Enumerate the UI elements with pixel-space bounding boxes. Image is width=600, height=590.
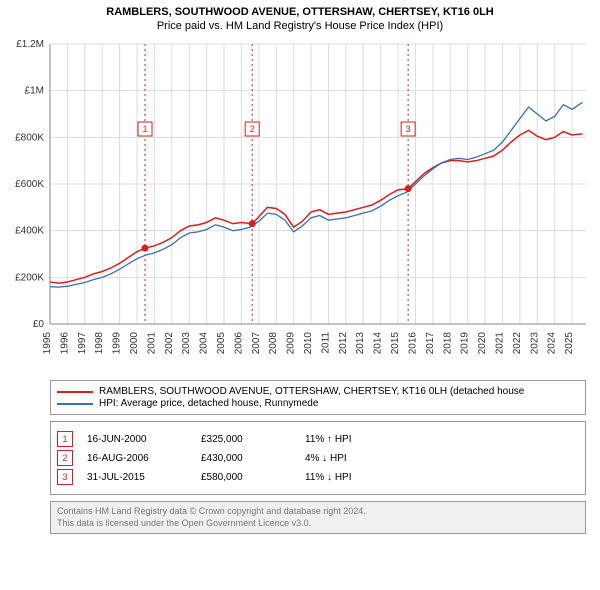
sale-hpi: 11% ↑ HPI bbox=[305, 434, 352, 445]
footer-line-2: This data is licensed under the Open Gov… bbox=[57, 518, 579, 530]
svg-text:2002: 2002 bbox=[164, 332, 175, 355]
svg-text:2010: 2010 bbox=[303, 332, 314, 355]
attribution-footer: Contains HM Land Registry data © Crown c… bbox=[50, 501, 586, 534]
svg-text:2005: 2005 bbox=[216, 332, 227, 355]
sale-price: £430,000 bbox=[201, 453, 291, 464]
svg-text:2008: 2008 bbox=[268, 332, 279, 355]
sale-row: 3 31-JUL-2015 £580,000 11% ↓ HPI bbox=[57, 469, 579, 485]
svg-text:2007: 2007 bbox=[251, 332, 262, 355]
svg-text:2001: 2001 bbox=[146, 332, 157, 355]
title-address: RAMBLERS, SOUTHWOOD AVENUE, OTTERSHAW, C… bbox=[8, 6, 592, 18]
legend-label: RAMBLERS, SOUTHWOOD AVENUE, OTTERSHAW, C… bbox=[99, 386, 524, 397]
svg-text:£800K: £800K bbox=[15, 132, 44, 143]
svg-text:£1M: £1M bbox=[25, 86, 44, 97]
svg-text:2024: 2024 bbox=[547, 332, 558, 355]
svg-text:£0: £0 bbox=[33, 319, 45, 330]
svg-text:2017: 2017 bbox=[425, 332, 436, 355]
svg-text:£1.2M: £1.2M bbox=[16, 39, 44, 50]
svg-text:2020: 2020 bbox=[477, 332, 488, 355]
title-subtitle: Price paid vs. HM Land Registry's House … bbox=[8, 20, 592, 32]
svg-text:2023: 2023 bbox=[529, 332, 540, 355]
svg-text:£200K: £200K bbox=[15, 272, 44, 283]
footer-line-1: Contains HM Land Registry data © Crown c… bbox=[57, 506, 579, 518]
sale-price: £580,000 bbox=[201, 472, 291, 483]
plot-area: £0 £200K £400K £600K £800K £1M £1.2M 1995 1996 19… bbox=[0, 34, 600, 374]
svg-text:2014: 2014 bbox=[373, 332, 384, 355]
svg-text:2021: 2021 bbox=[494, 332, 505, 355]
svg-text:2016: 2016 bbox=[407, 332, 418, 355]
sale-price: £325,000 bbox=[201, 434, 291, 445]
sales-table: 1 16-JUN-2000 £325,000 11% ↑ HPI 2 16-AUG-200… bbox=[50, 421, 586, 495]
svg-text:2015: 2015 bbox=[390, 332, 401, 355]
svg-text:1997: 1997 bbox=[77, 332, 88, 355]
svg-text:2009: 2009 bbox=[286, 332, 297, 355]
svg-text:1996: 1996 bbox=[59, 332, 70, 355]
svg-text:2019: 2019 bbox=[460, 332, 471, 355]
legend-swatch bbox=[57, 403, 93, 405]
legend-item: HPI: Average price, detached house, Runn… bbox=[57, 398, 579, 409]
sale-marker-box: 1 bbox=[57, 431, 73, 447]
svg-text:2018: 2018 bbox=[442, 332, 453, 355]
svg-text:2013: 2013 bbox=[355, 332, 366, 355]
legend-swatch bbox=[57, 391, 93, 393]
svg-text:1995: 1995 bbox=[42, 332, 53, 355]
svg-text:£400K: £400K bbox=[15, 226, 44, 237]
sale-hpi: 11% ↓ HPI bbox=[305, 472, 352, 483]
svg-text:1999: 1999 bbox=[112, 332, 123, 355]
chart-svg: £0 £200K £400K £600K £800K £1M £1.2M 1995 1996 19… bbox=[0, 34, 600, 374]
svg-text:2025: 2025 bbox=[564, 332, 575, 355]
svg-text:2006: 2006 bbox=[233, 332, 244, 355]
chart-titles: RAMBLERS, SOUTHWOOD AVENUE, OTTERSHAW, C… bbox=[0, 0, 600, 34]
legend: RAMBLERS, SOUTHWOOD AVENUE, OTTERSHAW, C… bbox=[50, 380, 586, 415]
svg-text:2012: 2012 bbox=[338, 332, 349, 355]
svg-text:1998: 1998 bbox=[94, 332, 105, 355]
sale-date: 16-JUN-2000 bbox=[87, 434, 187, 445]
svg-text:2022: 2022 bbox=[512, 332, 523, 355]
sale-marker-box: 2 bbox=[57, 450, 73, 466]
legend-item: RAMBLERS, SOUTHWOOD AVENUE, OTTERSHAW, C… bbox=[57, 386, 579, 397]
svg-text:£600K: £600K bbox=[15, 179, 44, 190]
sale-date: 31-JUL-2015 bbox=[87, 472, 187, 483]
svg-text:2000: 2000 bbox=[129, 332, 140, 355]
svg-text:2003: 2003 bbox=[181, 332, 192, 355]
sale-hpi: 4% ↓ HPI bbox=[305, 453, 347, 464]
sale-row: 2 16-AUG-2006 £430,000 4% ↓ HPI bbox=[57, 450, 579, 466]
sale-date: 16-AUG-2006 bbox=[87, 453, 187, 464]
svg-text:3: 3 bbox=[406, 124, 411, 134]
svg-text:1: 1 bbox=[143, 124, 148, 134]
sale-marker-box: 3 bbox=[57, 469, 73, 485]
sale-row: 1 16-JUN-2000 £325,000 11% ↑ HPI bbox=[57, 431, 579, 447]
svg-text:2: 2 bbox=[250, 124, 255, 134]
svg-text:2011: 2011 bbox=[320, 332, 331, 354]
chart-container: RAMBLERS, SOUTHWOOD AVENUE, OTTERSHAW, C… bbox=[0, 0, 600, 534]
svg-text:2004: 2004 bbox=[199, 332, 210, 355]
legend-label: HPI: Average price, detached house, Runn… bbox=[99, 398, 318, 409]
